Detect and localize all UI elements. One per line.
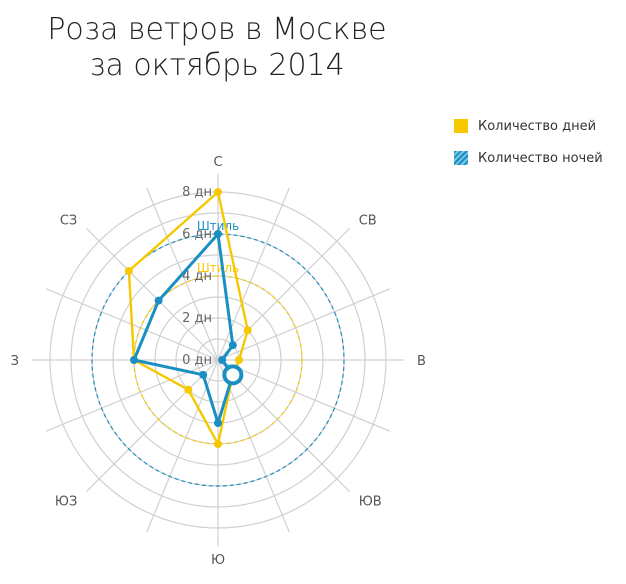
grid-spoke-5 bbox=[217, 359, 391, 432]
direction-label-7: СЗ bbox=[60, 213, 77, 228]
direction-label-0: С bbox=[213, 155, 222, 170]
series-1-point-4 bbox=[214, 419, 222, 427]
legend-item-days[interactable]: Количество дней bbox=[454, 114, 603, 138]
legend-item-nights[interactable]: Количество ночей bbox=[454, 146, 603, 170]
grid-spoke-10 bbox=[86, 359, 219, 492]
calm-label-0: Штиль bbox=[197, 261, 239, 275]
series-1-point-3 bbox=[222, 364, 244, 386]
chart-title-line-2: за октябрь 2014 bbox=[89, 48, 345, 83]
series-0-point-0 bbox=[214, 188, 222, 196]
calm-circle-1 bbox=[91, 233, 345, 487]
radial-tick-1: 2 дн bbox=[182, 311, 212, 326]
direction-label-5: ЮЗ bbox=[55, 495, 77, 510]
series-0-point-4 bbox=[214, 440, 222, 448]
series-0-point-2 bbox=[235, 356, 243, 364]
direction-label-4: Ю bbox=[211, 553, 225, 568]
grid-spoke-3 bbox=[217, 288, 391, 361]
series-1-point-5 bbox=[199, 370, 208, 379]
series-1-point-0 bbox=[214, 230, 222, 238]
direction-label-6: З bbox=[11, 354, 19, 369]
direction-label-1: СВ bbox=[359, 213, 377, 228]
series-1-point-7 bbox=[154, 296, 163, 305]
direction-label-3: ЮВ bbox=[359, 495, 382, 510]
radial-tick-3: 6 дн bbox=[182, 227, 212, 242]
legend-label-days: Количество дней bbox=[478, 118, 597, 134]
legend-swatch-days bbox=[454, 119, 468, 133]
chart-title-line-1: Роза ветров в Москве bbox=[47, 12, 387, 47]
chart-title: Роза ветров в Москве за октябрь 2014 bbox=[0, 12, 434, 84]
series-0-point-5 bbox=[184, 385, 193, 394]
series-1-point-2 bbox=[218, 356, 227, 364]
legend-label-nights: Количество ночей bbox=[478, 150, 603, 166]
legend-swatch-nights bbox=[454, 151, 468, 165]
series-0-point-1 bbox=[243, 326, 252, 335]
calm-circle-0 bbox=[133, 275, 303, 445]
grid-spoke-14 bbox=[86, 228, 219, 361]
calm-label-1: Штиль bbox=[197, 219, 239, 233]
series-1-point-6 bbox=[130, 356, 138, 364]
legend: Количество дней Количество ночей bbox=[454, 114, 603, 178]
series-1-point-1 bbox=[228, 341, 237, 350]
radial-tick-0: 0 дн bbox=[182, 353, 212, 368]
radial-tick-4: 8 дн bbox=[182, 185, 212, 200]
direction-label-2: В bbox=[417, 354, 426, 369]
radial-tick-2: 4 дн bbox=[182, 269, 212, 284]
grid-spoke-2 bbox=[217, 228, 350, 361]
series-0-point-7 bbox=[124, 266, 133, 275]
